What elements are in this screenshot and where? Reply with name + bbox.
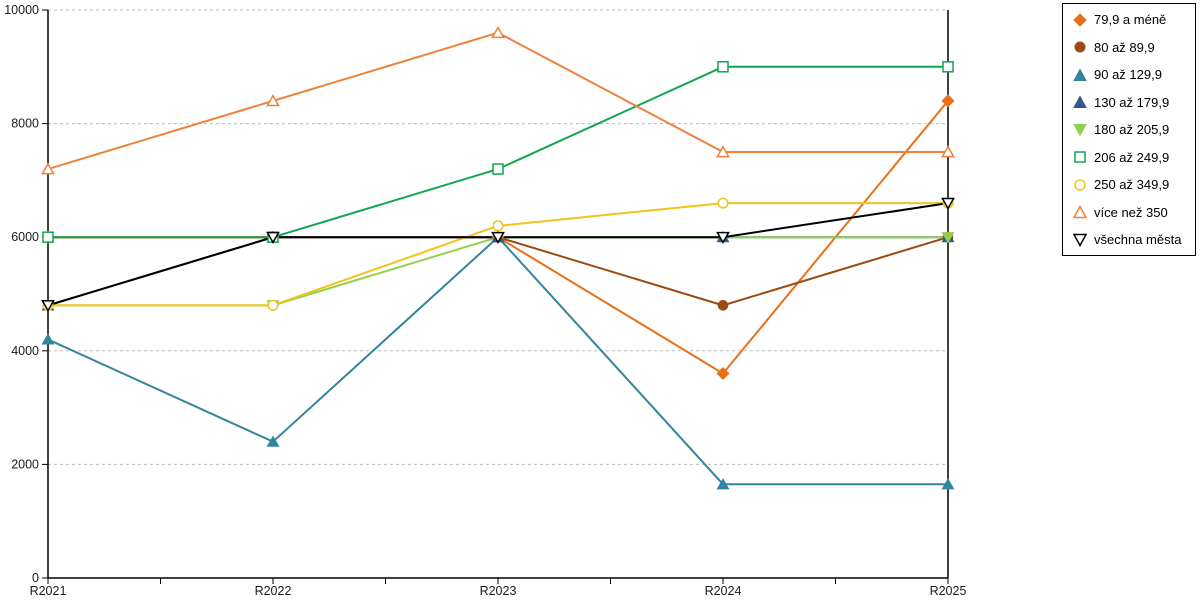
data-point-marker-series-8 bbox=[716, 231, 730, 244]
legend-item: 250 až 349,9 bbox=[1073, 177, 1191, 192]
legend-marker-circle-icon bbox=[1074, 178, 1086, 191]
x-tick-label: R2022 bbox=[255, 584, 292, 598]
data-point-marker-series-6 bbox=[267, 299, 279, 311]
legend-label: 80 až 89,9 bbox=[1094, 39, 1155, 55]
triangle-up-glyph bbox=[1073, 67, 1087, 81]
series-line-8 bbox=[47, 202, 949, 307]
x-tick-label: R2024 bbox=[705, 584, 742, 598]
data-point-marker-series-8 bbox=[941, 197, 955, 210]
triangle-down-glyph bbox=[1073, 123, 1087, 137]
legend-marker-triangle-down-icon bbox=[1073, 233, 1087, 247]
data-point-marker-series-5 bbox=[942, 61, 954, 73]
legend-marker-triangle-up-icon bbox=[1073, 67, 1087, 81]
data-point-marker-series-2 bbox=[41, 333, 55, 345]
series-line-4 bbox=[48, 236, 948, 307]
legend-marker-circle-icon bbox=[1074, 41, 1086, 53]
data-point-marker-series-5 bbox=[717, 61, 729, 73]
data-point-marker-series-8 bbox=[266, 231, 280, 244]
legend-label: 250 až 349,9 bbox=[1094, 177, 1170, 192]
legend-item: 130 až 179,9 bbox=[1073, 95, 1191, 110]
legend-item: 80 až 89,9 bbox=[1073, 40, 1191, 55]
data-point-marker-series-7 bbox=[266, 94, 280, 107]
legend-marker-square-icon bbox=[1074, 151, 1086, 163]
legend-item: více než 350 bbox=[1073, 205, 1191, 220]
legend-marker-diamond-icon bbox=[1073, 12, 1087, 27]
diamond-glyph bbox=[1073, 12, 1087, 27]
data-point-marker-series-6 bbox=[492, 220, 504, 232]
data-point-marker-series-5 bbox=[492, 163, 504, 175]
data-point-marker-series-7 bbox=[716, 145, 730, 158]
data-point-marker-series-0 bbox=[941, 94, 955, 108]
square-glyph bbox=[1074, 151, 1086, 163]
circle-glyph bbox=[1074, 41, 1086, 53]
triangle-down-glyph bbox=[1073, 233, 1087, 247]
series-line-6 bbox=[48, 202, 948, 307]
y-tick-label: 4000 bbox=[11, 344, 39, 358]
legend: 79,9 a méně 80 až 89,9 90 až 129,9 130 až 1… bbox=[1062, 3, 1196, 256]
y-tick-label: 0 bbox=[32, 571, 39, 585]
series-line-1 bbox=[48, 236, 949, 307]
legend-item: 206 až 249,9 bbox=[1073, 150, 1191, 165]
legend-marker-triangle-down-icon bbox=[1073, 123, 1087, 137]
data-point-marker-series-4 bbox=[941, 232, 955, 244]
data-point-marker-series-0 bbox=[716, 367, 730, 381]
legend-label: 79,9 a méně bbox=[1094, 12, 1167, 27]
triangle-up-glyph bbox=[1073, 205, 1087, 219]
x-tick-label: R2021 bbox=[30, 584, 67, 598]
legend-item: 90 až 129,9 bbox=[1073, 67, 1191, 82]
data-point-marker-series-7 bbox=[491, 26, 505, 39]
y-tick-label: 8000 bbox=[11, 117, 39, 131]
legend-label: více než 350 bbox=[1094, 204, 1168, 220]
legend-marker-triangle-up-icon bbox=[1073, 205, 1087, 219]
circle-glyph bbox=[1074, 178, 1086, 191]
x-tick-label: R2023 bbox=[480, 584, 517, 598]
y-tick-label: 10000 bbox=[4, 3, 39, 17]
data-point-marker-series-2 bbox=[716, 478, 730, 490]
legend-label: 130 až 179,9 bbox=[1094, 94, 1170, 110]
data-point-marker-series-2 bbox=[266, 435, 280, 447]
legend-label: 180 až 205,9 bbox=[1094, 122, 1170, 137]
y-tick-label: 6000 bbox=[11, 230, 39, 244]
legend-item: 180 až 205,9 bbox=[1073, 122, 1191, 137]
legend-marker-triangle-up-icon bbox=[1073, 95, 1087, 108]
data-point-marker-series-7 bbox=[941, 145, 955, 158]
triangle-up-glyph bbox=[1073, 95, 1087, 108]
series-line-3 bbox=[47, 236, 948, 307]
series-line-2 bbox=[47, 236, 948, 486]
y-tick-label: 2000 bbox=[11, 457, 39, 471]
data-point-marker-series-8 bbox=[491, 231, 505, 244]
x-tick-label: R2025 bbox=[930, 584, 967, 598]
series-line-7 bbox=[47, 31, 948, 170]
legend-label: 206 až 249,9 bbox=[1094, 149, 1170, 165]
data-point-marker-series-1 bbox=[717, 300, 729, 311]
legend-item: 79,9 a méně bbox=[1073, 12, 1191, 27]
data-point-marker-series-6 bbox=[717, 197, 729, 209]
data-point-marker-series-5 bbox=[42, 231, 54, 243]
legend-item: všechna města bbox=[1073, 232, 1191, 247]
data-point-marker-series-8 bbox=[41, 300, 55, 313]
legend-label: všechna města bbox=[1094, 232, 1182, 247]
legend-label: 90 až 129,9 bbox=[1094, 67, 1162, 82]
data-point-marker-series-7 bbox=[41, 162, 55, 175]
data-point-marker-series-2 bbox=[941, 478, 955, 490]
